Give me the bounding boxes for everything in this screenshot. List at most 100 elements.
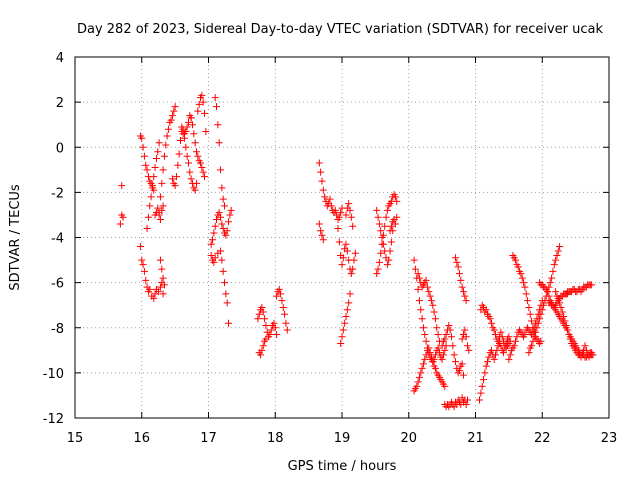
data-point [198,91,206,99]
data-point [431,315,439,323]
series-arc-16.6 [178,123,200,194]
data-point [223,299,231,307]
data-point [525,303,533,311]
data-point [342,211,350,219]
data-point [218,256,226,264]
data-point [556,243,564,251]
data-point [214,121,222,129]
data-point [152,155,160,163]
data-point [521,331,529,339]
data-point [176,136,184,144]
data-point [422,337,430,345]
y-tick-label: -6 [51,277,64,292]
data-point [202,127,210,135]
data-point [421,355,429,363]
data-point [552,288,560,296]
data-point [225,218,233,226]
data-point [223,227,231,235]
series-arc-21.55 [509,252,545,348]
data-point [520,279,528,287]
data-point [261,315,269,323]
data-point [413,382,421,390]
data-point [346,206,354,214]
data-point [552,256,560,264]
data-point [438,355,446,363]
data-point [385,256,393,264]
data-point [331,206,339,214]
data-point [441,346,449,354]
data-point [438,342,446,350]
data-point [426,292,434,300]
data-point [441,382,449,390]
data-point [430,308,438,316]
data-point [458,335,466,343]
data-point [275,285,283,293]
data-point [549,267,557,275]
y-tick-label: 0 [56,141,64,156]
data-point [581,342,589,350]
data-point [154,148,162,156]
series-arc-16.2 [155,103,179,217]
data-point [375,220,383,228]
data-point [457,276,465,284]
data-point [346,290,354,298]
data-point [150,173,158,181]
data-point [184,118,192,126]
data-point [222,290,230,298]
data-point [554,247,562,255]
data-point [317,227,325,235]
data-point [255,310,263,318]
data-point [450,351,458,359]
data-point [158,179,166,187]
data-point [505,333,513,341]
data-point [383,206,391,214]
data-point [419,360,427,368]
data-point [505,355,513,363]
data-point [210,258,218,266]
series-arc-16.1 [143,139,163,232]
y-tick-label: 2 [56,96,64,111]
data-point [534,319,542,327]
data-point [347,213,355,221]
series-arc-20.85 [458,326,473,354]
data-point [151,164,159,172]
data-point [335,213,343,221]
data-point [211,94,219,102]
x-tick-label: 19 [334,431,351,446]
data-point [512,337,520,345]
x-tick-label: 18 [267,431,284,446]
data-point [159,290,167,298]
data-point [442,331,450,339]
data-point [327,202,335,210]
data-point [211,222,219,230]
data-point [315,159,323,167]
data-point [476,396,484,404]
series-arc-22.3 [545,299,597,361]
data-point [379,240,387,248]
data-point [497,328,505,336]
data-point [178,123,186,131]
data-point [270,319,278,327]
data-point [168,175,176,183]
data-point [139,261,147,269]
data-point [512,256,520,264]
data-point [544,288,552,296]
data-point [500,349,508,357]
data-point [526,310,534,318]
data-point [194,152,202,160]
data-point [155,211,163,219]
data-point [537,337,545,345]
data-point [217,213,225,221]
data-point [449,342,457,350]
data-point [435,349,443,357]
data-point [441,335,449,343]
data-point [218,220,226,228]
data-point [498,333,506,341]
data-point [156,283,164,291]
axis-ticks: 15 16 17 18 19 20 21 22 23 -12 -10 -8 -6 -4 -2 0 2 4 [43,51,618,446]
series-arc-18.7 [315,159,346,223]
data-point [154,288,162,296]
data-point [383,261,391,269]
data-point [415,297,423,305]
data-point [222,231,230,239]
